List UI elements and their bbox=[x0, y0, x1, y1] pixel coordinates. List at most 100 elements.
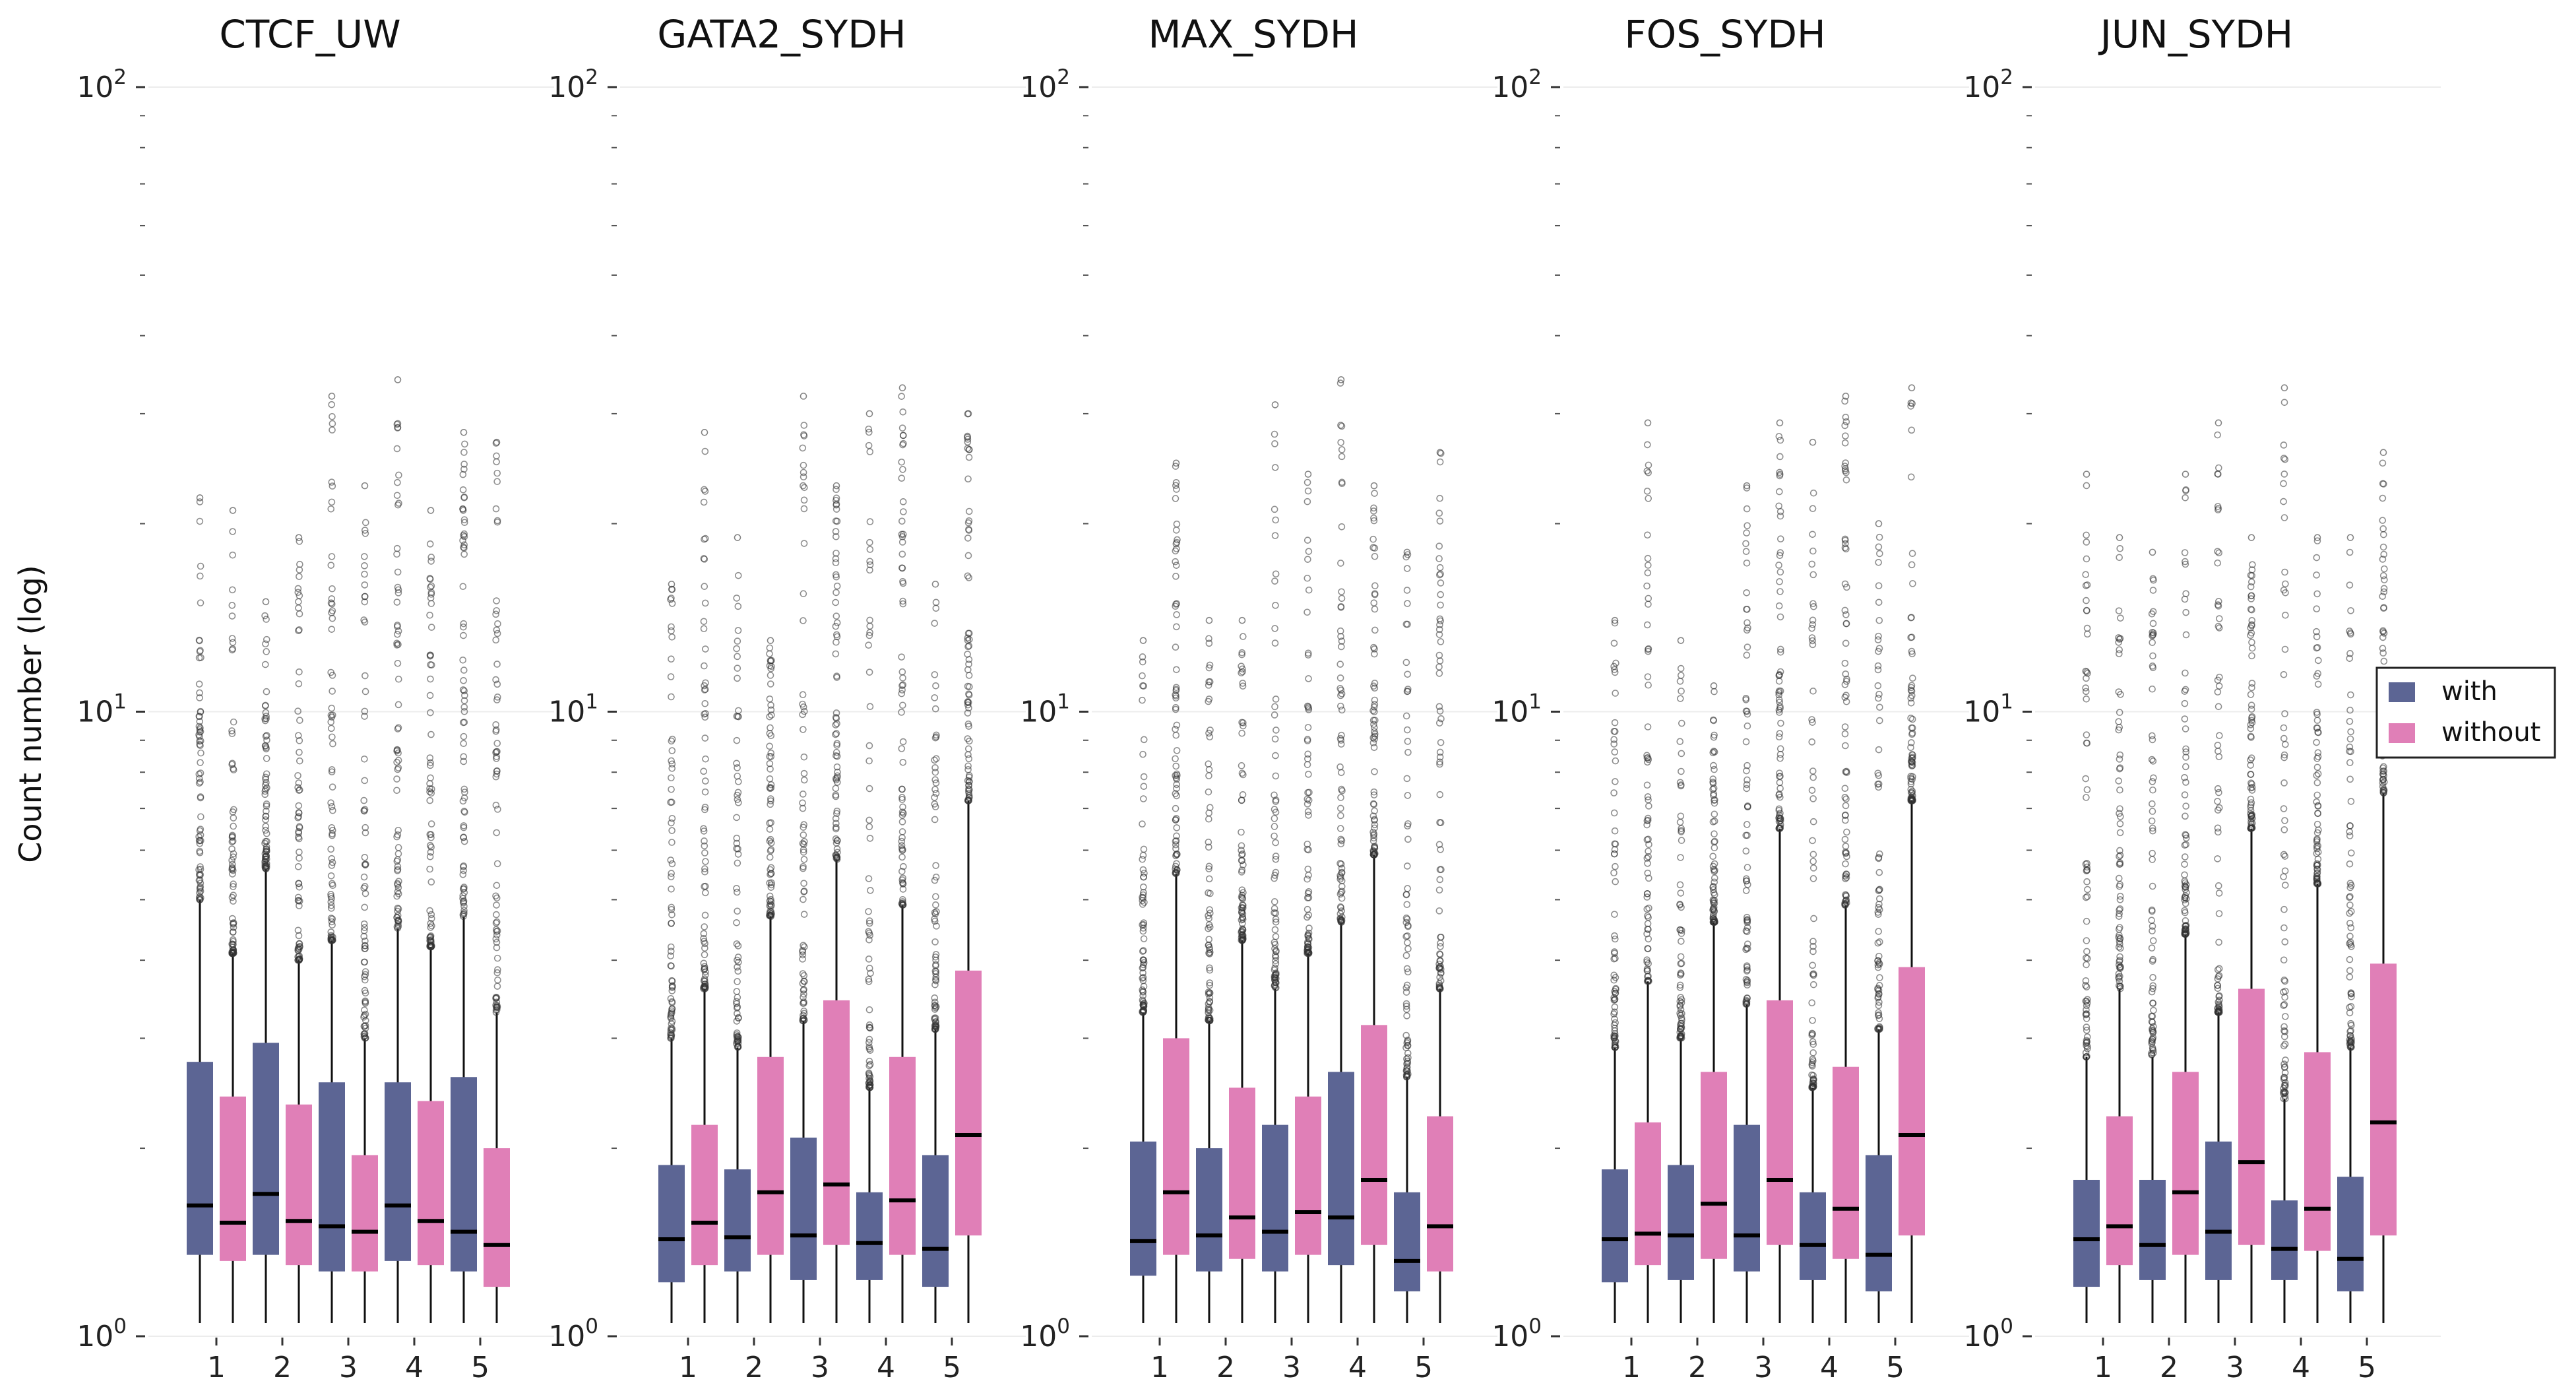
outlier-point bbox=[932, 604, 940, 612]
outlier-point bbox=[832, 599, 839, 606]
outlier-point bbox=[1645, 600, 1652, 608]
outlier-point bbox=[1809, 818, 1817, 826]
outlier-point bbox=[1809, 837, 1816, 845]
outlier-point bbox=[2215, 910, 2223, 917]
outlier-point bbox=[2083, 1053, 2090, 1061]
outlier-point bbox=[1841, 812, 1849, 820]
y-tick-exponent: 2 bbox=[1057, 65, 1070, 89]
outlier-point bbox=[734, 571, 742, 579]
outlier-point bbox=[1205, 809, 1213, 817]
outlier-point bbox=[1369, 535, 1377, 543]
outlier-point bbox=[295, 604, 302, 612]
outlier-point bbox=[2116, 935, 2124, 943]
outlier-point bbox=[2313, 717, 2321, 724]
outlier-point bbox=[1907, 786, 1915, 793]
outlier-point bbox=[2280, 441, 2288, 449]
outlier-point bbox=[459, 870, 467, 878]
outlier-point bbox=[701, 556, 708, 563]
outlier-point bbox=[1435, 719, 1443, 727]
outlier-point bbox=[1908, 650, 1916, 658]
box-without bbox=[691, 1124, 718, 1266]
outlier-point bbox=[1678, 750, 1685, 758]
outlier-point bbox=[1711, 765, 1718, 773]
outlier-point bbox=[196, 718, 203, 725]
outlier-point bbox=[2082, 688, 2090, 696]
outlier-point bbox=[1876, 1025, 1883, 1033]
outlier-point bbox=[361, 755, 368, 763]
outlier-point bbox=[493, 753, 500, 760]
outlier-point bbox=[1436, 876, 1444, 884]
outlier-point bbox=[1403, 965, 1411, 973]
outlier-point bbox=[2346, 548, 2354, 556]
outlier-point bbox=[899, 408, 907, 416]
outlier-point bbox=[394, 921, 402, 928]
outlier-point bbox=[2379, 593, 2386, 600]
outlier-point bbox=[1305, 924, 1313, 932]
outlier-point bbox=[1611, 827, 1619, 835]
outlier-point bbox=[2083, 606, 2090, 614]
outlier-point bbox=[1809, 948, 1817, 956]
outlier-point bbox=[701, 842, 708, 850]
outlier-point bbox=[865, 641, 872, 649]
outlier-point bbox=[1139, 975, 1147, 982]
outlier-point bbox=[1304, 608, 1311, 616]
outlier-point bbox=[668, 827, 675, 834]
outlier-point bbox=[2149, 907, 2156, 915]
outlier-point bbox=[1841, 681, 1849, 688]
outlier-point bbox=[898, 828, 906, 835]
outlier-point bbox=[1371, 626, 1379, 634]
outlier-point bbox=[2148, 944, 2156, 952]
box-without bbox=[1767, 1000, 1793, 1245]
outlier-point bbox=[1809, 938, 1817, 945]
outlier-point bbox=[361, 707, 369, 715]
x-tick-label: 1 bbox=[1622, 1351, 1641, 1384]
outlier-point bbox=[800, 496, 808, 504]
outlier-point bbox=[296, 668, 303, 676]
outlier-point bbox=[494, 806, 501, 813]
outlier-point bbox=[1907, 715, 1914, 722]
outlier-point bbox=[701, 849, 708, 857]
outlier-point bbox=[2346, 650, 2354, 657]
outlier-point bbox=[493, 894, 501, 902]
outlier-point bbox=[1874, 662, 1882, 670]
y-tick-exponent: 1 bbox=[2000, 690, 2013, 714]
outlier-point bbox=[1645, 802, 1652, 810]
outlier-point bbox=[1710, 733, 1718, 741]
outlier-point bbox=[2149, 631, 2157, 638]
outlier-point bbox=[1272, 918, 1280, 926]
outlier-max-point bbox=[1908, 384, 1916, 392]
outlier-point bbox=[733, 736, 741, 744]
outlier-point bbox=[1403, 775, 1411, 783]
outlier-point bbox=[898, 517, 906, 525]
outlier-point bbox=[196, 694, 203, 701]
outlier-point bbox=[1744, 624, 1751, 632]
outlier-point bbox=[261, 860, 269, 868]
outlier-point bbox=[230, 766, 237, 774]
outlier-point bbox=[1305, 771, 1312, 778]
outlier-point bbox=[833, 517, 841, 525]
outlier-point bbox=[1875, 746, 1883, 754]
outlier-point bbox=[230, 850, 237, 858]
box-without bbox=[1229, 1087, 1255, 1259]
x-tick-label: 2 bbox=[745, 1351, 763, 1384]
outlier-point bbox=[493, 518, 501, 526]
outlier-point bbox=[832, 501, 840, 509]
outlier-point bbox=[1139, 992, 1147, 1000]
outlier-point bbox=[2315, 657, 2322, 664]
box-without bbox=[1635, 1122, 1661, 1266]
outlier-point bbox=[767, 839, 775, 847]
outlier-point bbox=[800, 846, 807, 854]
outlier-point bbox=[393, 775, 400, 783]
outlier-point bbox=[1808, 1029, 1816, 1037]
outlier-point bbox=[1206, 733, 1214, 741]
outlier-point bbox=[2149, 882, 2156, 890]
outlier-point bbox=[493, 860, 501, 868]
outlier-point bbox=[2313, 755, 2321, 762]
outlier-point bbox=[360, 927, 368, 934]
outlier-point bbox=[2149, 608, 2157, 616]
outlier-point bbox=[262, 640, 269, 648]
outlier-point bbox=[899, 803, 906, 811]
outlier-point bbox=[327, 718, 335, 726]
outlier-point bbox=[2313, 554, 2321, 562]
outlier-point bbox=[493, 969, 501, 977]
